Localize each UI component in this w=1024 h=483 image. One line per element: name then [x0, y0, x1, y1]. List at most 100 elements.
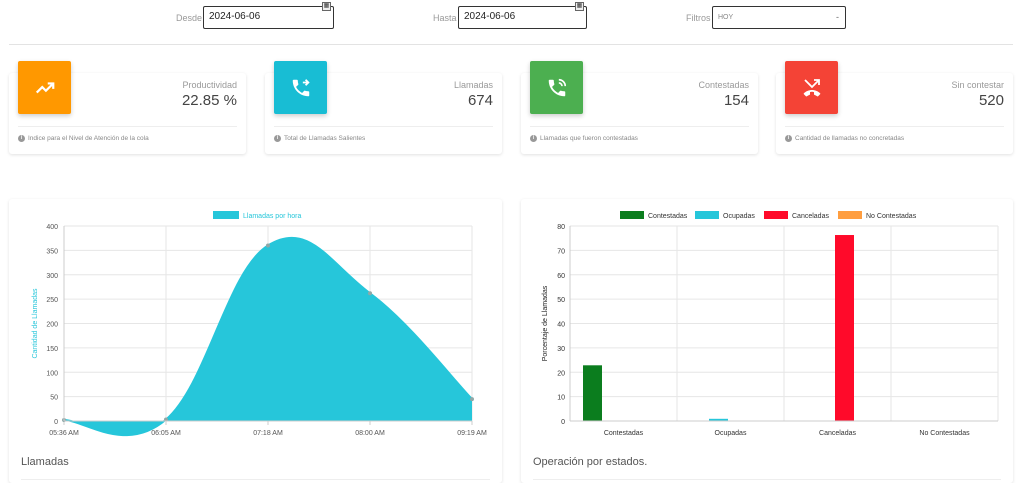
y-axis-label: Cantidad de Llamadas [32, 288, 39, 359]
y-tick-label: 10 [557, 395, 565, 402]
card-llamadas: Llamadas 674 i Total de Llamadas Saliente… [265, 61, 502, 154]
card-value: 22.85 % [181, 92, 237, 109]
panel-divider [533, 479, 1001, 480]
panel-llamadas: 0 50 100 150 200 250 300 350 400 05:36 AM 06:05 AM… [9, 199, 502, 483]
phone-missed-icon [785, 61, 838, 114]
legend-label: Ocupadas [723, 213, 755, 220]
legend-swatch [764, 211, 788, 219]
y-tick-label: 200 [46, 322, 58, 329]
info-icon: i [785, 135, 792, 142]
card-footer-text: Cantidad de llamadas no concretadas [795, 135, 905, 142]
card-title: Sin contestar [951, 80, 1004, 90]
x-tick-label: Canceladas [819, 430, 856, 437]
y-tick-label: 250 [46, 297, 58, 304]
y-tick-label: 400 [46, 224, 58, 231]
filters-bar: Desde 2024-06-06 ▦ Hasta 2024-06-06 ▦ Fi… [0, 0, 1024, 44]
bar-canceladas [835, 235, 854, 421]
card-productividad: Productividad 22.85 % i Indice para el Ni… [9, 61, 246, 154]
x-tick-label: 09:19 AM [457, 430, 487, 437]
panel-operacion: 0 10 20 30 40 50 60 70 80 Contestadas Ocupadas Canc… [521, 199, 1013, 483]
info-icon: i [18, 135, 25, 142]
x-tick-label: Ocupadas [715, 430, 747, 437]
panel-title-operacion: Operación por estados. [533, 456, 648, 468]
y-tick-label: 20 [557, 370, 565, 377]
card-value: 520 [978, 92, 1004, 109]
data-point [470, 397, 474, 402]
legend-swatch [620, 211, 644, 219]
calendar-icon[interactable]: ▦ [322, 2, 331, 11]
filtros-selected-value: HOY [718, 14, 734, 21]
bar-ocupadas [709, 418, 728, 421]
x-tick-label: 06:05 AM [151, 430, 181, 437]
card-footer-text: Llamadas que fueron contestadas [540, 135, 638, 142]
hasta-date-input[interactable]: 2024-06-06 ▦ [458, 2, 587, 29]
llamadas-area-chart: 0 50 100 150 200 250 300 350 400 05:36 AM 06:05 AM… [32, 211, 487, 437]
info-icon: i [274, 135, 281, 142]
y-tick-label: 350 [46, 248, 58, 255]
y-tick-label: 150 [46, 346, 58, 353]
card-footer-text: Total de Llamadas Salientes [284, 135, 366, 142]
card-footer-text: Indice para el Nivel de Atención de la c… [28, 135, 149, 142]
desde-date-value: 2024-06-06 [209, 11, 261, 22]
panel-divider [21, 479, 490, 480]
trending-up-icon [18, 61, 71, 114]
legend-swatch [695, 211, 719, 219]
y-tick-label: 50 [557, 297, 565, 304]
data-point [266, 243, 270, 248]
desde-label: Desde [176, 13, 203, 23]
y-tick-label: 60 [557, 273, 565, 280]
card-footer: i Indice para el Nivel de Atención de la … [18, 135, 149, 142]
card-value: 154 [723, 92, 749, 109]
header-divider [9, 44, 1013, 45]
card-divider [530, 126, 749, 127]
legend-label: Llamadas por hora [243, 213, 301, 220]
calendar-icon[interactable]: ▦ [575, 2, 584, 11]
card-divider [274, 126, 493, 127]
y-tick-label: 0 [54, 419, 58, 426]
legend-label: Canceladas [792, 213, 829, 220]
desde-date-input[interactable]: 2024-06-06 ▦ [203, 2, 334, 29]
data-point [368, 291, 372, 296]
info-icon: i [530, 135, 537, 142]
card-title: Contestadas [698, 80, 749, 90]
y-tick-label: 0 [561, 419, 565, 426]
x-tick-label: No Contestadas [919, 430, 970, 437]
y-tick-label: 70 [557, 248, 565, 255]
card-sin-contestar: Sin contestar 520 i Cantidad de llamadas … [776, 61, 1013, 154]
legend-swatch [213, 211, 239, 219]
x-tick-label: 08:00 AM [355, 430, 385, 437]
card-divider [785, 126, 1004, 127]
x-tick-label: 05:36 AM [49, 430, 79, 437]
bar-contestadas [583, 365, 602, 421]
dropdown-caret-icon: - [836, 12, 839, 22]
panel-title-llamadas: Llamadas [21, 456, 69, 468]
x-tick-label: 07:18 AM [253, 430, 283, 437]
hasta-date-value: 2024-06-06 [464, 11, 516, 22]
card-divider [18, 126, 237, 127]
y-axis-label: Porcentaje de Llamadas [542, 285, 549, 361]
card-value: 674 [467, 92, 493, 109]
card-title: Productividad [182, 80, 237, 90]
y-tick-label: 30 [557, 346, 565, 353]
filtros-select[interactable]: HOY - [712, 6, 846, 29]
legend-swatch [838, 211, 862, 219]
operacion-bar-chart: 0 10 20 30 40 50 60 70 80 Contestadas Ocupadas Canc… [542, 211, 999, 437]
legend-label: No Contestadas [866, 213, 917, 220]
phone-forwarded-icon [274, 61, 327, 114]
y-tick-label: 80 [557, 224, 565, 231]
y-tick-label: 50 [50, 395, 58, 402]
card-footer: i Total de Llamadas Salientes [274, 135, 365, 142]
y-tick-label: 300 [46, 273, 58, 280]
card-contestadas: Contestadas 154 i Llamadas que fueron con… [521, 61, 758, 154]
y-tick-label: 100 [46, 370, 58, 377]
hasta-label: Hasta [433, 13, 457, 23]
card-footer: i Llamadas que fueron contestadas [530, 135, 638, 142]
filtros-label: Filtros [686, 13, 711, 23]
phone-in-talk-icon [530, 61, 583, 114]
area-series [64, 237, 472, 436]
x-tick-label: Contestadas [604, 430, 644, 437]
card-footer: i Cantidad de llamadas no concretadas [785, 135, 904, 142]
y-tick-label: 40 [557, 322, 565, 329]
card-title: Llamadas [453, 80, 493, 90]
legend-label: Contestadas [648, 213, 688, 220]
